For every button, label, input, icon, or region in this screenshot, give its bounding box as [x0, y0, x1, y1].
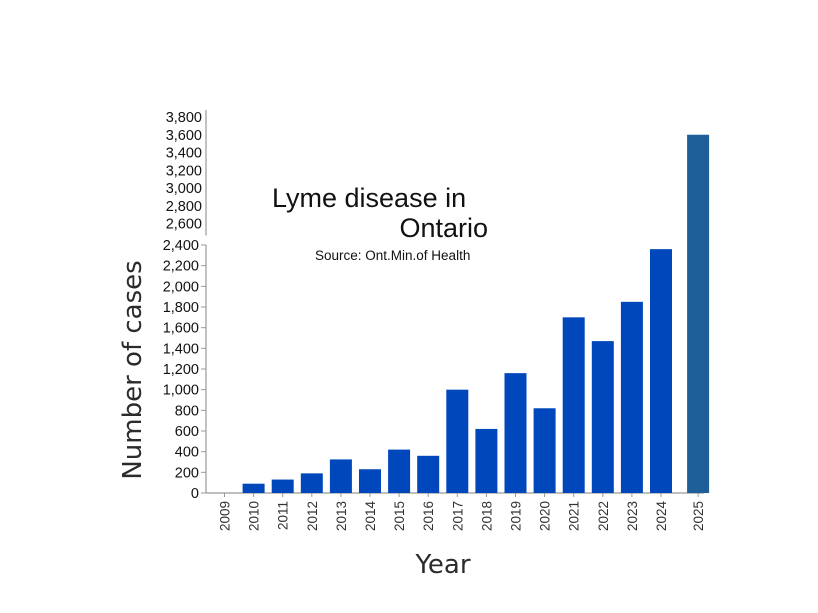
y-tick-label: 1,000 [163, 383, 199, 399]
bar-2019 [504, 373, 527, 493]
y-tick-label: 2,000 [163, 279, 199, 295]
x-tick-label-2019: 2019 [509, 501, 524, 531]
y-tick-label: 3,600 [166, 128, 202, 144]
x-axis-title: Year [414, 550, 470, 580]
y-tick-label: 2,400 [163, 238, 199, 254]
y-tick-label: 1,800 [163, 300, 199, 316]
y-tick-label: 200 [175, 465, 199, 481]
chart-title-line2: Ontario [399, 213, 488, 243]
bar-2016 [417, 455, 440, 493]
x-tick-label-2010: 2010 [247, 501, 262, 531]
x-tick-label-2021: 2021 [567, 501, 582, 531]
y-tick-label: 1,600 [163, 321, 199, 337]
y-tick-label: 3,400 [166, 146, 202, 162]
x-tick-label-2011: 2011 [276, 501, 291, 530]
y-tick-label: 2,800 [166, 199, 202, 215]
bar-2012 [300, 473, 323, 493]
x-tick-label-2015: 2015 [392, 501, 407, 531]
x-tick-label-2009: 2009 [218, 501, 233, 531]
x-tick-label-2017: 2017 [450, 501, 465, 531]
x-axis: 2009 2010 2011 2012 2013 2014 2015 2016 2017 2018… [206, 492, 706, 532]
y-tick-label: 1,200 [163, 362, 199, 378]
x-tick-label-2020: 2020 [538, 501, 553, 531]
bar-2017 [446, 389, 469, 493]
y-axis: 0 200 400 600 800 1,000 1,200 1,400 1,600 1,800 2,… [163, 110, 207, 502]
y-tick-label: 0 [191, 486, 199, 502]
y-tick-label: 1,400 [163, 341, 199, 357]
x-tick-label-2018: 2018 [479, 501, 494, 531]
x-tick-label-2013: 2013 [334, 501, 349, 531]
x-tick-label-2025: 2025 [691, 501, 706, 531]
x-tick-label-2012: 2012 [305, 501, 320, 531]
y-tick-label: 3,200 [166, 163, 202, 179]
chart-title-line1: Lyme disease in [272, 183, 466, 213]
bars [242, 134, 710, 493]
x-tick-label-2023: 2023 [625, 501, 640, 531]
y-tick-label: 600 [175, 424, 199, 440]
y-tick-label: 800 [175, 403, 199, 419]
y-tick-label: 2,200 [163, 259, 199, 275]
y-axis-title: Number of cases [118, 260, 148, 479]
bar-2013 [329, 459, 352, 493]
bar-2025 [687, 134, 710, 493]
x-tick-label-2024: 2024 [654, 501, 669, 532]
bar-2021 [562, 317, 585, 493]
bar-2011 [271, 479, 294, 493]
y-tick-label: 2,600 [166, 217, 202, 233]
bar-2024 [650, 249, 672, 493]
chart-subtitle: Source: Ont.Min.of Health [315, 248, 470, 263]
bar-2014 [359, 469, 381, 493]
bar-2010 [242, 483, 265, 493]
bar-2018 [475, 428, 498, 493]
y-tick-label: 400 [175, 445, 199, 461]
x-tick-label-2014: 2014 [363, 501, 378, 532]
x-tick-label-2022: 2022 [596, 501, 611, 531]
y-tick-label: 3,800 [166, 110, 202, 126]
x-tick-label-2016: 2016 [421, 501, 436, 531]
bar-2015 [388, 449, 411, 493]
y-tick-label: 3,000 [166, 181, 202, 197]
bar-2023 [620, 301, 643, 493]
bar-2022 [591, 341, 614, 493]
bar-2020 [533, 408, 556, 493]
